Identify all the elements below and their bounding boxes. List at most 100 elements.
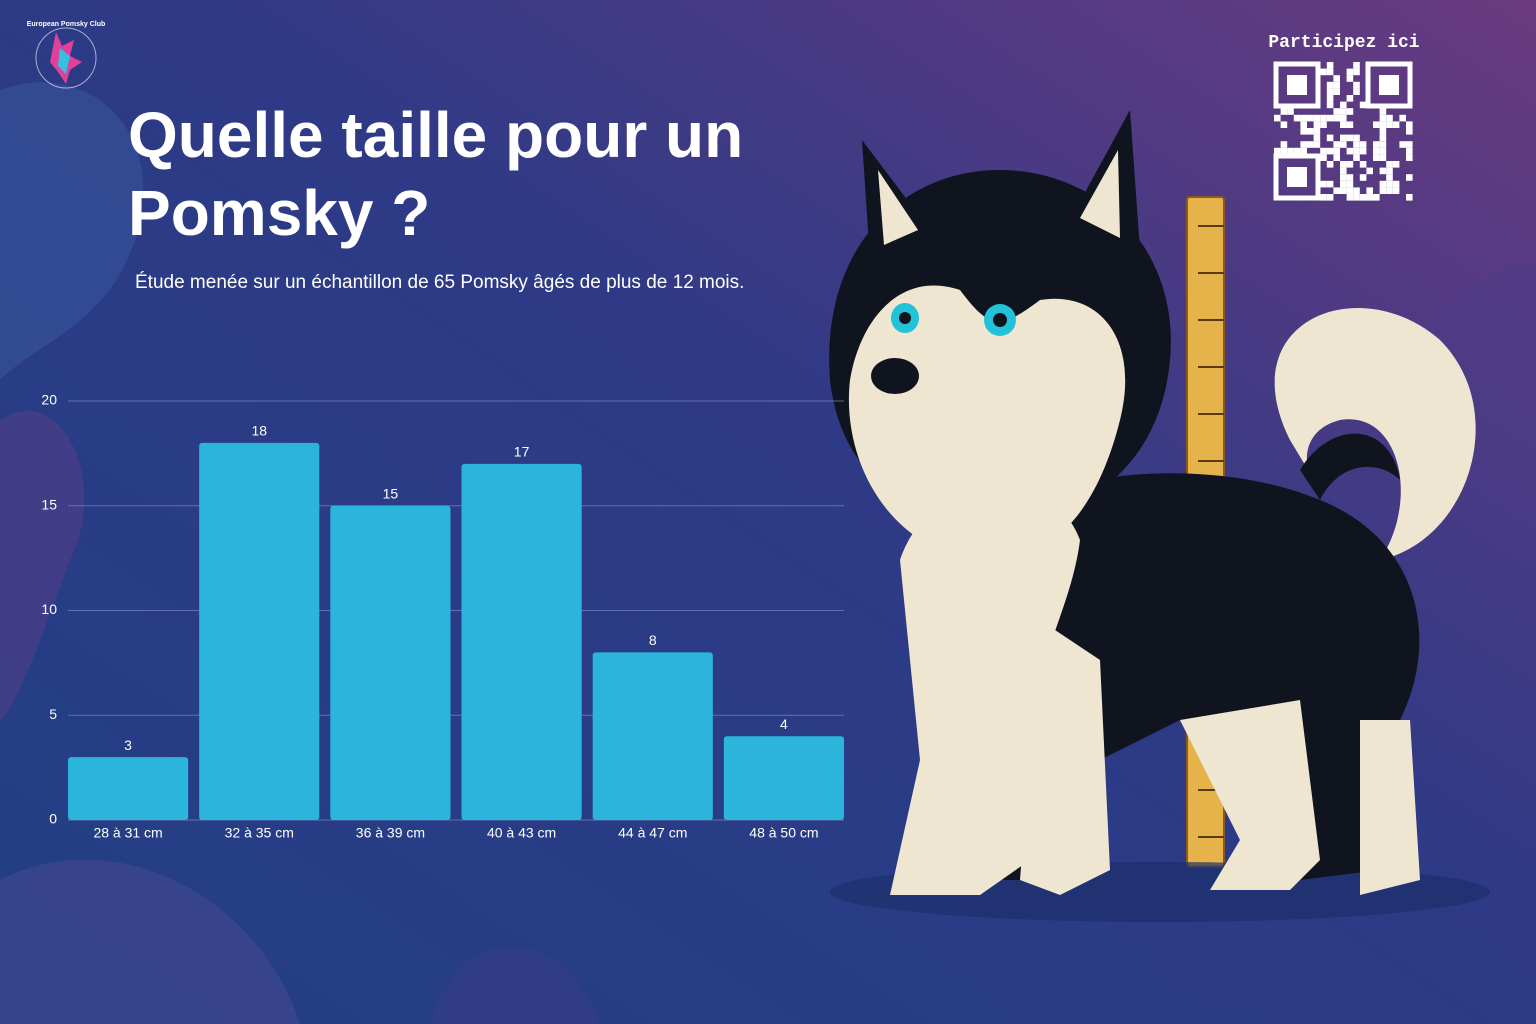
- qr-module: [1326, 194, 1334, 201]
- qr-module: [1326, 88, 1334, 95]
- qr-module: [1373, 121, 1380, 128]
- qr-module: [1320, 147, 1327, 155]
- qr-module: [1333, 114, 1340, 122]
- qr-module: [1406, 154, 1413, 161]
- qr-module: [1353, 187, 1360, 194]
- qr-module: [1320, 68, 1327, 76]
- qr-module: [1406, 141, 1413, 148]
- qr-finder: [1365, 61, 1413, 109]
- qr-module: [1379, 180, 1387, 188]
- qr-module: [1366, 167, 1373, 175]
- qr-module: [1340, 121, 1347, 128]
- qr-module: [1386, 174, 1393, 181]
- qr-module: [1386, 121, 1393, 128]
- qr-module: [1353, 147, 1360, 155]
- qr-label: Participez ici: [1268, 33, 1419, 53]
- qr-module: [1366, 187, 1373, 194]
- blob: [0, 82, 144, 381]
- logo-icon: [58, 48, 70, 74]
- qr-module: [1392, 121, 1400, 128]
- qr-module: [1300, 121, 1307, 128]
- qr-module: [1353, 154, 1360, 161]
- qr-module: [1379, 108, 1387, 115]
- qr-module: [1386, 187, 1393, 194]
- x-tick-label: 44 à 47 cm: [618, 825, 687, 841]
- y-tick-label: 0: [49, 811, 57, 827]
- qr-module: [1320, 121, 1327, 128]
- value-label: 15: [383, 485, 399, 501]
- qr-module: [1373, 154, 1380, 161]
- qr-module: [1359, 174, 1367, 181]
- qr-module: [1326, 68, 1334, 76]
- qr-module: [1399, 141, 1406, 148]
- qr-module: [1340, 174, 1347, 181]
- qr-module: [1379, 167, 1387, 175]
- qr-finder: [1273, 153, 1321, 201]
- qr-module: [1406, 194, 1413, 201]
- value-label: 18: [251, 423, 267, 439]
- qr-module: [1346, 75, 1354, 82]
- qr-module: [1353, 141, 1360, 148]
- qr-module: [1379, 121, 1387, 128]
- qr-module: [1392, 180, 1400, 188]
- qr-module: [1313, 114, 1321, 122]
- qr-module: [1346, 194, 1354, 201]
- qr-module: [1333, 141, 1340, 148]
- bar: [199, 442, 320, 820]
- qr-module: [1379, 128, 1387, 135]
- qr-module: [1346, 147, 1354, 155]
- bar: [68, 757, 189, 820]
- x-tick-label: 48 à 50 cm: [749, 825, 818, 841]
- qr-module: [1274, 147, 1281, 155]
- qr-module: [1326, 101, 1334, 109]
- qr-module: [1320, 114, 1327, 122]
- qr-module: [1386, 161, 1393, 168]
- qr-module: [1333, 108, 1340, 115]
- qr-module: [1386, 180, 1393, 188]
- qr-module: [1340, 108, 1347, 115]
- qr-module: [1326, 147, 1334, 155]
- qr-module: [1353, 194, 1360, 201]
- qr-module: [1379, 147, 1387, 155]
- bar: [592, 652, 713, 820]
- qr-module: [1300, 128, 1307, 135]
- qr-module: [1373, 194, 1380, 201]
- qr-module: [1346, 121, 1354, 128]
- logo-ring: [35, 27, 97, 89]
- qr-module: [1366, 194, 1373, 201]
- qr-module: [1274, 114, 1281, 122]
- qr-module: [1386, 114, 1393, 122]
- qr-module: [1373, 147, 1380, 155]
- qr-module: [1399, 114, 1406, 122]
- qr-module: [1333, 147, 1340, 155]
- qr-module: [1379, 187, 1387, 194]
- qr-module: [1340, 161, 1347, 168]
- qr-module: [1353, 88, 1360, 95]
- qr-module: [1406, 174, 1413, 181]
- qr-module: [1307, 114, 1314, 122]
- bar: [723, 736, 844, 820]
- x-tick-label: 28 à 31 cm: [93, 825, 162, 841]
- qr-module: [1333, 187, 1340, 194]
- qr-module: [1287, 108, 1294, 115]
- qr-finder: [1287, 167, 1307, 187]
- y-tick-label: 20: [41, 392, 57, 408]
- qr-module: [1379, 114, 1387, 122]
- qr-module: [1359, 194, 1367, 201]
- x-tick-label: 36 à 39 cm: [356, 825, 425, 841]
- qr-module: [1373, 141, 1380, 148]
- title: Quelle taille pour un Pomsky ?: [128, 99, 744, 249]
- qr-code[interactable]: [1273, 61, 1413, 201]
- qr-module: [1293, 114, 1301, 122]
- qr-module: [1313, 134, 1321, 142]
- qr-module: [1353, 62, 1360, 69]
- qr-finder: [1287, 75, 1307, 95]
- qr-module: [1333, 88, 1340, 95]
- value-label: 17: [514, 444, 530, 460]
- qr-module: [1392, 161, 1400, 168]
- subtitle: Étude menée sur un échantillon de 65 Pom…: [135, 272, 745, 293]
- qr-module: [1300, 141, 1307, 148]
- qr-module: [1320, 154, 1327, 161]
- logo-text: European Pomsky Club: [27, 21, 106, 28]
- qr-module: [1386, 167, 1393, 175]
